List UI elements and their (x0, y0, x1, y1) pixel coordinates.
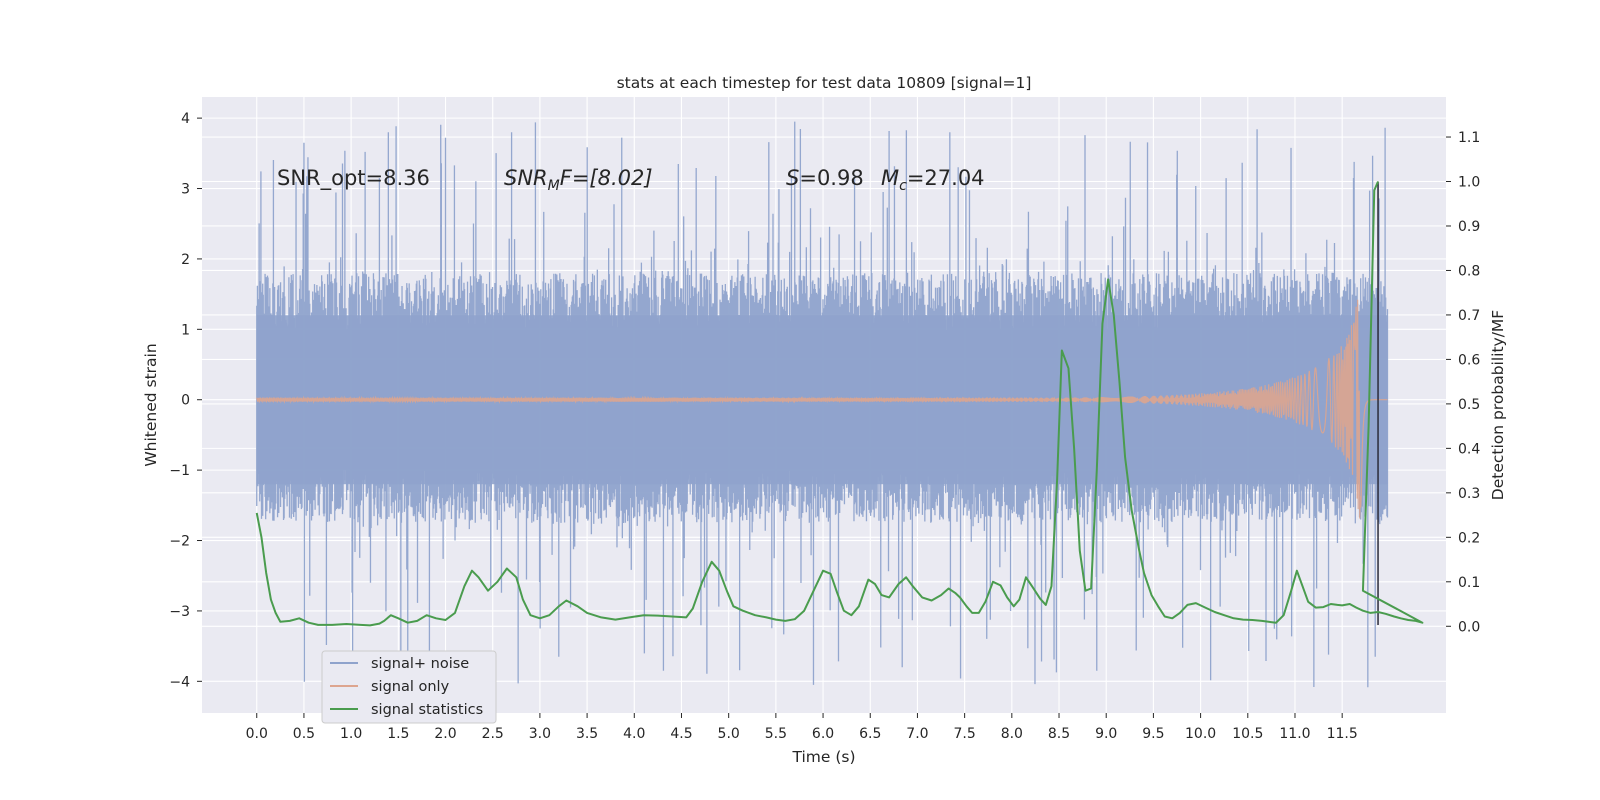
y-right-tick-label: 0.1 (1458, 575, 1480, 591)
y-right-tick-label: 0.8 (1458, 263, 1480, 279)
y-right-tick-label: 0.0 (1458, 619, 1480, 635)
snr-opt-annotation: SNR_opt=8.36 (277, 166, 430, 191)
legend-label-signal-noise: signal+ noise (371, 656, 469, 672)
y-left-tick-label: −4 (169, 674, 190, 690)
x-tick-label: 2.5 (482, 726, 504, 742)
y-right-tick-label: 0.7 (1458, 308, 1480, 324)
signal-only-trace (256, 299, 1388, 519)
legend-box (321, 650, 497, 724)
s-annotation: S=0.98 (786, 166, 864, 190)
snr-mf-subscript: M (548, 178, 560, 194)
y-left-tick-label: 2 (181, 252, 190, 268)
y-left-tick-label: 0 (181, 393, 190, 409)
legend-label-signal-statistics: signal statistics (371, 702, 483, 718)
series-signal-statistics (255, 181, 1424, 627)
x-tick-label: 5.0 (718, 726, 740, 742)
x-tick-label: 1.5 (387, 726, 409, 742)
y-left-tick-label: 1 (181, 322, 190, 338)
x-tick-label: 3.5 (576, 726, 598, 742)
x-tick-label: 1.0 (340, 726, 362, 742)
x-tick-label: 6.0 (812, 726, 834, 742)
x-tick-label: 9.5 (1142, 726, 1164, 742)
y-right-tick-label: 0.2 (1458, 530, 1480, 546)
x-tick-label: 4.5 (670, 726, 692, 742)
mc-value: =27.04 (907, 166, 985, 190)
x-tick-label: 5.5 (765, 726, 787, 742)
x-tick-label: 10.5 (1232, 726, 1263, 742)
x-tick-label: 11.0 (1279, 726, 1310, 742)
s-value: =0.98 (799, 166, 863, 190)
y-right-tick-label: 0.3 (1458, 486, 1480, 502)
s-symbol: S (786, 166, 799, 190)
x-tick-label: 0.0 (246, 726, 268, 742)
x-axis-ticks: 0.0 0.5 1.0 1.5 2.0 2.5 3.0 3.5 4.0 4.5 5.0 5.5 6.0 6… (246, 713, 1358, 742)
y-left-tick-label: 4 (181, 111, 190, 127)
y-left-axis-ticks: 4 3 2 1 0 −1 −2 −3 −4 (169, 111, 202, 690)
y-left-tick-label: −3 (169, 604, 190, 620)
y-right-tick-label: 1.1 (1458, 130, 1480, 146)
y-right-axis-label: Detection probability/MF (1489, 310, 1507, 501)
mc-symbol: M (881, 166, 899, 190)
y-right-tick-label: 0.4 (1458, 441, 1480, 457)
x-tick-label: 7.0 (906, 726, 928, 742)
x-tick-label: 11.5 (1327, 726, 1358, 742)
snr-mf-value: F=[8.02] (560, 166, 653, 190)
legend-label-signal-only: signal only (371, 679, 450, 695)
x-tick-label: 9.0 (1095, 726, 1117, 742)
y-right-tick-label: 0.6 (1458, 352, 1480, 368)
y-left-tick-label: −2 (169, 534, 190, 550)
x-axis-label: Time (s) (791, 748, 855, 766)
y-left-axis-label: Whitened strain (142, 343, 160, 466)
x-tick-label: 8.0 (1001, 726, 1023, 742)
y-left-tick-label: −1 (169, 463, 190, 479)
snr-mf-symbol: SNR (504, 166, 548, 190)
snr-mf-annotation: SNRMF=[8.02] (504, 166, 653, 194)
legend: signal+ noise signal only signal statist… (321, 650, 497, 724)
y-left-tick-label: 3 (181, 182, 190, 198)
x-tick-label: 3.0 (529, 726, 551, 742)
x-tick-label: 2.0 (434, 726, 456, 742)
x-tick-label: 7.5 (954, 726, 976, 742)
signal-statistics-line (255, 181, 1424, 627)
x-tick-label: 8.5 (1048, 726, 1070, 742)
x-tick-label: 10.0 (1185, 726, 1216, 742)
mc-annotation: Mc=27.04 (881, 166, 985, 194)
chart-title: stats at each timestep for test data 108… (617, 74, 1032, 92)
y-right-axis-ticks: 1.1 1.0 0.9 0.8 0.7 0.6 0.5 0.4 0.3 0.2 0.1 0.0 (1446, 130, 1480, 635)
series-signal-only (256, 181, 1388, 625)
mc-subscript: c (899, 178, 907, 194)
x-tick-label: 6.5 (859, 726, 881, 742)
y-right-tick-label: 1.0 (1458, 175, 1480, 191)
y-right-tick-label: 0.5 (1458, 397, 1480, 413)
y-right-tick-label: 0.9 (1458, 219, 1480, 235)
x-tick-label: 4.0 (623, 726, 645, 742)
x-tick-label: 0.5 (293, 726, 315, 742)
